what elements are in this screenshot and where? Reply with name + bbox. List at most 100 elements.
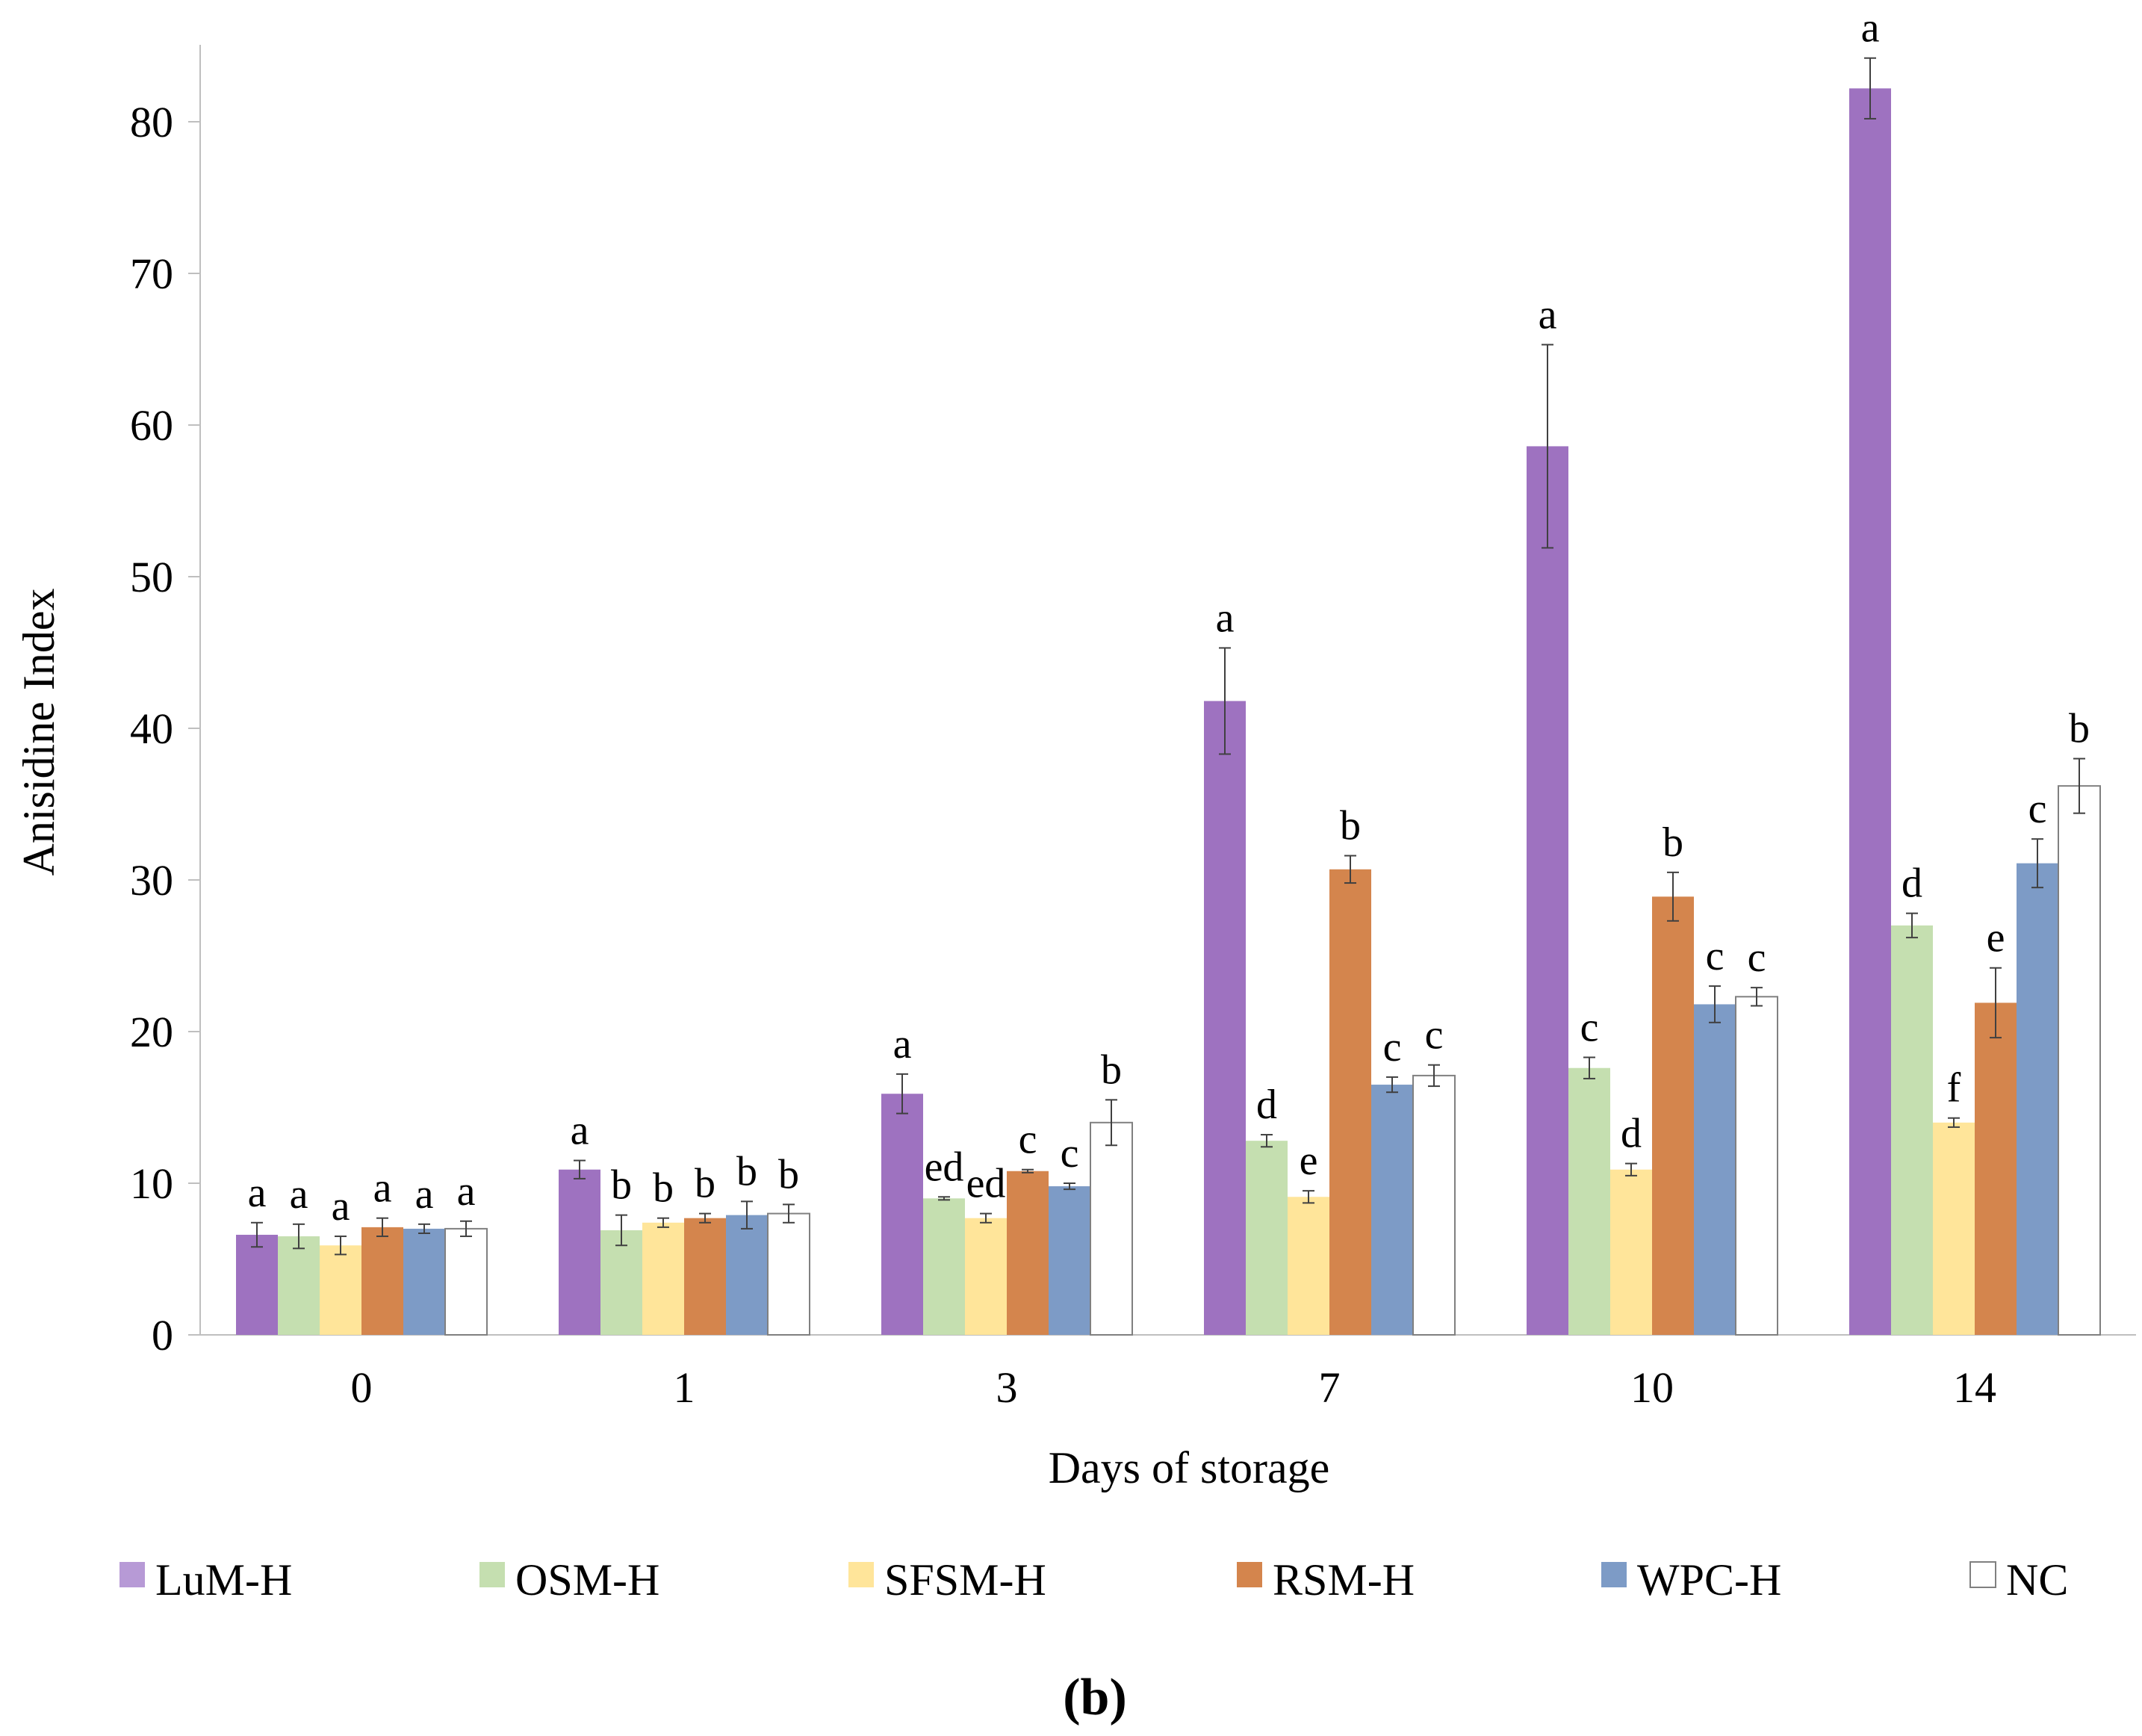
legend-swatch-wpc-h (1601, 1562, 1627, 1587)
x-tick-label: 7 (1319, 1363, 1341, 1412)
bar-lum-h-day-3 (881, 1094, 923, 1335)
y-tick-label: 80 (130, 98, 173, 146)
x-tick-label: 1 (674, 1363, 695, 1412)
bar-osm-h-day-0 (278, 1236, 320, 1335)
bar-sfsm-h-day-10 (1610, 1169, 1652, 1335)
significance-label: c (1748, 934, 1766, 981)
bar-sfsm-h-day-1 (642, 1222, 684, 1335)
x-tick-label: 14 (1953, 1363, 1996, 1412)
significance-label: c (1425, 1012, 1444, 1058)
significance-label: e (1300, 1138, 1318, 1184)
significance-label: c (1580, 1005, 1599, 1051)
y-tick-label: 20 (130, 1008, 173, 1056)
y-tick-label: 30 (130, 856, 173, 905)
bar-wpc-h-day-14 (2017, 863, 2058, 1335)
significance-label: b (2069, 706, 2090, 752)
significance-label: c (1383, 1024, 1402, 1070)
legend-label-lum-h: LuM-H (155, 1555, 292, 1605)
bar-wpc-h-day-0 (403, 1228, 445, 1335)
significance-label: a (290, 1171, 308, 1218)
bar-osm-h-day-3 (923, 1198, 965, 1335)
legend-label-wpc-h: WPC-H (1637, 1555, 1781, 1605)
bar-rsm-h-day-7 (1329, 869, 1371, 1335)
bar-wpc-h-day-1 (726, 1215, 768, 1335)
significance-label: b (1663, 819, 1683, 866)
significance-label: c (2028, 786, 2047, 832)
bar-sfsm-h-day-14 (1933, 1122, 1975, 1335)
bar-lum-h-day-10 (1527, 446, 1568, 1336)
significance-label: c (1061, 1130, 1079, 1177)
significance-label: a (332, 1183, 350, 1230)
bar-lum-h-day-14 (1849, 88, 1891, 1336)
significance-label: a (373, 1165, 392, 1212)
legend-label-rsm-h: RSM-H (1273, 1555, 1415, 1605)
bar-lum-h-day-0 (236, 1235, 278, 1335)
x-axis-title: Days of storage (1049, 1443, 1330, 1492)
y-tick-label: 40 (130, 704, 173, 753)
bar-lum-h-day-1 (559, 1169, 600, 1335)
significance-label: a (1539, 291, 1557, 338)
bar-osm-h-day-7 (1246, 1141, 1288, 1335)
bar-nc-day-0 (444, 1227, 488, 1336)
significance-label: b (611, 1162, 632, 1209)
significance-label: a (1861, 5, 1880, 52)
y-tick-label: 0 (152, 1311, 173, 1360)
legend-swatch-nc (1969, 1561, 1996, 1588)
x-tick-label: 10 (1630, 1363, 1674, 1412)
significance-label: a (893, 1021, 912, 1067)
y-tick-label: 50 (130, 553, 173, 601)
significance-label: e (1987, 915, 2005, 961)
bar-rsm-h-day-3 (1007, 1171, 1049, 1335)
bar-rsm-h-day-0 (361, 1227, 403, 1335)
bar-sfsm-h-day-3 (965, 1218, 1007, 1335)
significance-label: b (653, 1165, 674, 1212)
significance-label: b (778, 1151, 799, 1197)
x-tick-label: 0 (351, 1363, 373, 1412)
bar-osm-h-day-10 (1568, 1067, 1610, 1335)
significance-label: f (1947, 1065, 1961, 1112)
legend-swatch-lum-h (119, 1562, 145, 1587)
significance-label: b (1340, 803, 1361, 849)
y-tick-label: 70 (130, 249, 173, 298)
legend-swatch-osm-h (479, 1562, 505, 1587)
bar-rsm-h-day-14 (1975, 1002, 2017, 1335)
bar-osm-h-day-1 (600, 1230, 642, 1335)
significance-label: ed (966, 1161, 1006, 1207)
y-axis-title: Anisidine Index (14, 589, 63, 876)
significance-label: c (1019, 1117, 1037, 1163)
y-axis: 0 10 20 30 40 50 60 70 80 (130, 45, 201, 1360)
bar-sfsm-h-day-7 (1288, 1197, 1329, 1335)
bar-wpc-h-day-3 (1049, 1186, 1090, 1335)
bar-rsm-h-day-10 (1652, 896, 1694, 1335)
significance-label: ed (925, 1144, 964, 1190)
bar-nc-day-7 (1412, 1074, 1456, 1336)
significance-label: c (1706, 933, 1725, 979)
y-tick-label: 10 (130, 1159, 173, 1208)
figure-caption: (b) (1063, 1669, 1127, 1726)
significance-label: b (695, 1161, 715, 1207)
bar-osm-h-day-14 (1891, 925, 1933, 1335)
bar-nc-day-3 (1090, 1121, 1133, 1336)
x-tick-label: 3 (996, 1363, 1018, 1412)
significance-label: d (1902, 861, 1922, 907)
significance-label: a (1216, 595, 1235, 641)
significance-label: b (736, 1148, 757, 1194)
significance-label: b (1101, 1047, 1122, 1093)
bar-wpc-h-day-10 (1694, 1004, 1736, 1335)
bars-layer (236, 57, 2101, 1336)
significance-label: d (1256, 1082, 1277, 1128)
bar-wpc-h-day-7 (1371, 1085, 1413, 1335)
significance-label: a (248, 1170, 267, 1216)
significance-label: a (415, 1171, 434, 1218)
legend-label-osm-h: OSM-H (515, 1555, 659, 1605)
x-axis: 0 1 3 7 10 14 (200, 1334, 2136, 1412)
legend: LuM-H OSM-H SFSM-H RSM-H WPC-H NC (119, 1555, 2068, 1605)
significance-label: d (1621, 1111, 1642, 1157)
significance-label: a (571, 1108, 589, 1154)
bar-nc-day-14 (2058, 785, 2101, 1336)
bar-lum-h-day-7 (1204, 701, 1246, 1335)
bar-sfsm-h-day-0 (320, 1245, 361, 1335)
legend-swatch-rsm-h (1237, 1562, 1262, 1587)
